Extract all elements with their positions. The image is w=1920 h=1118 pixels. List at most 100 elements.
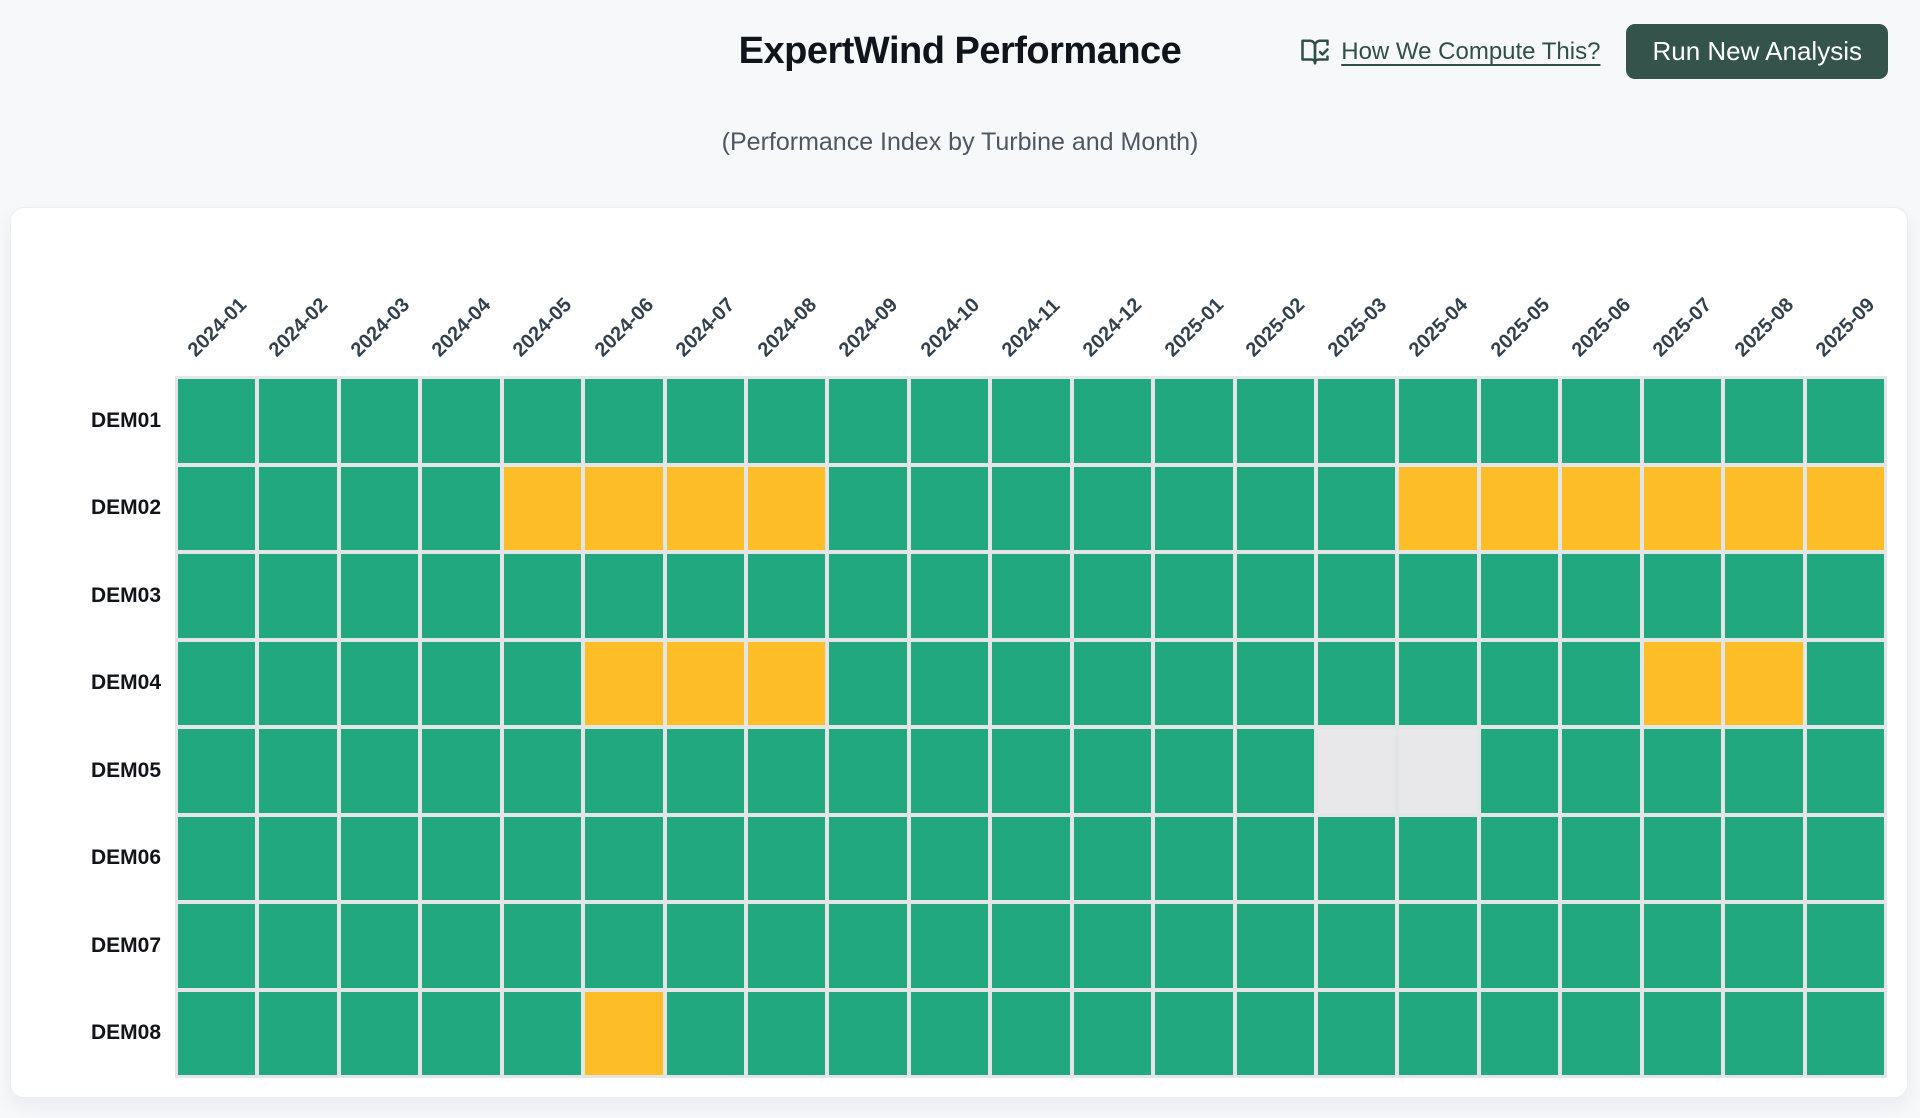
heatmap-cell[interactable] [422,641,500,725]
heatmap-cell[interactable] [1399,641,1477,725]
heatmap-cell[interactable] [748,904,826,988]
heatmap-cell[interactable] [340,641,419,725]
heatmap-cell[interactable] [1155,379,1233,463]
heatmap-cell[interactable] [1318,729,1396,813]
heatmap-cell[interactable] [1806,641,1884,725]
heatmap-cell[interactable] [1318,991,1396,1075]
heatmap-cell[interactable] [1073,641,1152,725]
heatmap-cell[interactable] [992,641,1070,725]
heatmap-cell[interactable] [503,466,582,550]
heatmap-cell[interactable] [666,641,744,725]
how-we-compute-link[interactable]: How We Compute This? [1300,37,1600,67]
heatmap-cell[interactable] [178,991,256,1075]
heatmap-cell[interactable] [1562,904,1640,988]
heatmap-cell[interactable] [178,379,256,463]
heatmap-cell[interactable] [422,379,500,463]
heatmap-cell[interactable] [748,729,826,813]
heatmap-cell[interactable] [910,816,989,900]
heatmap-cell[interactable] [910,904,989,988]
heatmap-cell[interactable] [259,466,337,550]
heatmap-cell[interactable] [503,816,582,900]
heatmap-cell[interactable] [1480,554,1559,638]
heatmap-cell[interactable] [1725,729,1803,813]
heatmap-cell[interactable] [1643,904,1722,988]
heatmap-cell[interactable] [992,379,1070,463]
heatmap-cell[interactable] [1725,554,1803,638]
heatmap-cell[interactable] [910,641,989,725]
heatmap-cell[interactable] [259,554,337,638]
heatmap-cell[interactable] [422,554,500,638]
heatmap-cell[interactable] [422,904,500,988]
heatmap-cell[interactable] [1236,816,1314,900]
heatmap-cell[interactable] [585,554,663,638]
heatmap-cell[interactable] [666,816,744,900]
heatmap-cell[interactable] [1073,816,1152,900]
heatmap-cell[interactable] [1806,729,1884,813]
heatmap-cell[interactable] [1643,554,1722,638]
heatmap-cell[interactable] [259,904,337,988]
heatmap-cell[interactable] [1806,991,1884,1075]
heatmap-cell[interactable] [1236,991,1314,1075]
heatmap-cell[interactable] [666,379,744,463]
heatmap-cell[interactable] [910,466,989,550]
heatmap-cell[interactable] [992,554,1070,638]
heatmap-cell[interactable] [1806,379,1884,463]
heatmap-cell[interactable] [1073,991,1152,1075]
heatmap-cell[interactable] [748,991,826,1075]
run-new-analysis-button[interactable]: Run New Analysis [1626,24,1888,79]
heatmap-cell[interactable] [1725,816,1803,900]
heatmap-cell[interactable] [1236,554,1314,638]
heatmap-cell[interactable] [503,641,582,725]
heatmap-cell[interactable] [1562,991,1640,1075]
heatmap-cell[interactable] [585,816,663,900]
heatmap-cell[interactable] [178,554,256,638]
heatmap-cell[interactable] [1073,904,1152,988]
heatmap-cell[interactable] [829,641,907,725]
heatmap-cell[interactable] [1725,991,1803,1075]
heatmap-cell[interactable] [585,379,663,463]
heatmap-cell[interactable] [1236,729,1314,813]
heatmap-cell[interactable] [829,379,907,463]
heatmap-cell[interactable] [1399,379,1477,463]
heatmap-cell[interactable] [178,729,256,813]
heatmap-cell[interactable] [178,641,256,725]
heatmap-cell[interactable] [1073,379,1152,463]
heatmap-cell[interactable] [340,729,419,813]
heatmap-cell[interactable] [340,816,419,900]
heatmap-cell[interactable] [503,729,582,813]
heatmap-cell[interactable] [1399,816,1477,900]
heatmap-cell[interactable] [910,379,989,463]
heatmap-cell[interactable] [666,991,744,1075]
heatmap-cell[interactable] [1318,554,1396,638]
heatmap-cell[interactable] [1562,641,1640,725]
heatmap-cell[interactable] [1480,466,1559,550]
heatmap-cell[interactable] [178,904,256,988]
heatmap-cell[interactable] [503,554,582,638]
heatmap-cell[interactable] [585,641,663,725]
heatmap-cell[interactable] [666,904,744,988]
heatmap-cell[interactable] [666,466,744,550]
heatmap-cell[interactable] [1155,466,1233,550]
heatmap-cell[interactable] [1806,816,1884,900]
heatmap-cell[interactable] [1480,379,1559,463]
heatmap-cell[interactable] [1643,379,1722,463]
heatmap-cell[interactable] [910,554,989,638]
heatmap-cell[interactable] [910,991,989,1075]
heatmap-cell[interactable] [1155,729,1233,813]
heatmap-cell[interactable] [748,641,826,725]
heatmap-cell[interactable] [1236,379,1314,463]
heatmap-cell[interactable] [829,816,907,900]
heatmap-cell[interactable] [1643,816,1722,900]
heatmap-cell[interactable] [1643,466,1722,550]
heatmap-cell[interactable] [748,466,826,550]
heatmap-cell[interactable] [1725,641,1803,725]
heatmap-cell[interactable] [1562,379,1640,463]
heatmap-cell[interactable] [1236,904,1314,988]
heatmap-cell[interactable] [992,991,1070,1075]
heatmap-cell[interactable] [1073,729,1152,813]
heatmap-cell[interactable] [829,466,907,550]
heatmap-cell[interactable] [1399,904,1477,988]
heatmap-cell[interactable] [1562,729,1640,813]
heatmap-cell[interactable] [748,816,826,900]
heatmap-cell[interactable] [1155,904,1233,988]
